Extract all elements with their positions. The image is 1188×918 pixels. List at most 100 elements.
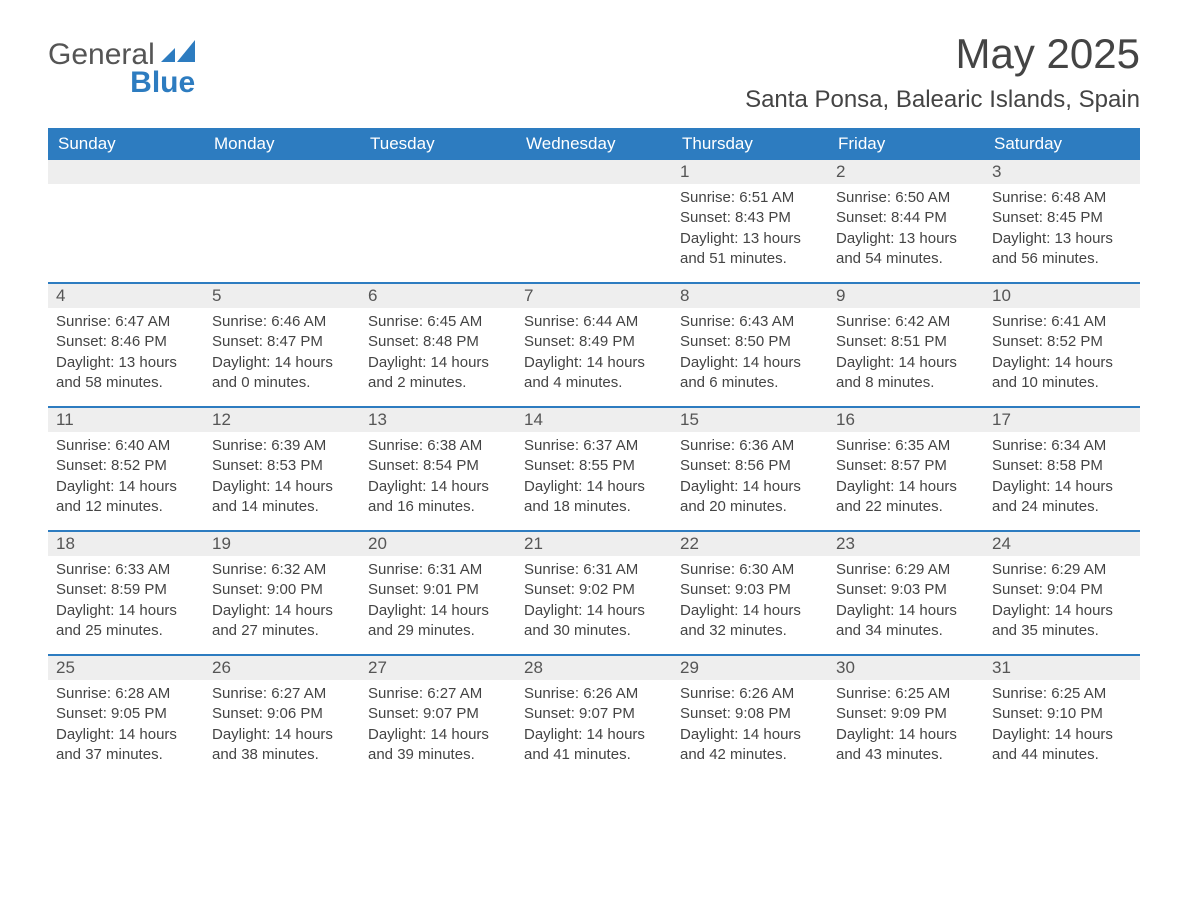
daylight-text: and 14 minutes. — [212, 497, 352, 517]
daylight-text: Daylight: 14 hours — [212, 725, 352, 745]
day-number: 4 — [48, 284, 204, 308]
sunset-text: Sunset: 9:03 PM — [836, 580, 976, 600]
calendar-cell: 24Sunrise: 6:29 AMSunset: 9:04 PMDayligh… — [984, 532, 1140, 654]
calendar-cell: 16Sunrise: 6:35 AMSunset: 8:57 PMDayligh… — [828, 408, 984, 530]
sunrise-text: Sunrise: 6:39 AM — [212, 436, 352, 456]
calendar-cell — [516, 160, 672, 282]
daylight-text: and 44 minutes. — [992, 745, 1132, 765]
sunset-text: Sunset: 8:48 PM — [368, 332, 508, 352]
cell-body: Sunrise: 6:26 AMSunset: 9:08 PMDaylight:… — [672, 680, 828, 775]
sunset-text: Sunset: 8:59 PM — [56, 580, 196, 600]
daylight-text: Daylight: 14 hours — [992, 601, 1132, 621]
daylight-text: Daylight: 14 hours — [524, 477, 664, 497]
sunset-text: Sunset: 9:03 PM — [680, 580, 820, 600]
cell-body: Sunrise: 6:30 AMSunset: 9:03 PMDaylight:… — [672, 556, 828, 651]
day-number: 15 — [672, 408, 828, 432]
day-number — [516, 160, 672, 184]
day-number: 12 — [204, 408, 360, 432]
calendar-cell — [204, 160, 360, 282]
dayname: Monday — [204, 128, 360, 160]
calendar-cell: 27Sunrise: 6:27 AMSunset: 9:07 PMDayligh… — [360, 656, 516, 778]
daylight-text: and 12 minutes. — [56, 497, 196, 517]
daylight-text: Daylight: 14 hours — [524, 353, 664, 373]
daylight-text: and 29 minutes. — [368, 621, 508, 641]
cell-body: Sunrise: 6:37 AMSunset: 8:55 PMDaylight:… — [516, 432, 672, 527]
daylight-text: Daylight: 13 hours — [836, 229, 976, 249]
sunset-text: Sunset: 8:52 PM — [56, 456, 196, 476]
sunset-text: Sunset: 9:10 PM — [992, 704, 1132, 724]
cell-body: Sunrise: 6:31 AMSunset: 9:02 PMDaylight:… — [516, 556, 672, 651]
sunrise-text: Sunrise: 6:47 AM — [56, 312, 196, 332]
sunrise-text: Sunrise: 6:25 AM — [992, 684, 1132, 704]
day-number: 2 — [828, 160, 984, 184]
cell-body: Sunrise: 6:47 AMSunset: 8:46 PMDaylight:… — [48, 308, 204, 403]
day-number — [360, 160, 516, 184]
calendar-cell: 15Sunrise: 6:36 AMSunset: 8:56 PMDayligh… — [672, 408, 828, 530]
cell-body: Sunrise: 6:39 AMSunset: 8:53 PMDaylight:… — [204, 432, 360, 527]
day-number: 22 — [672, 532, 828, 556]
dayname: Thursday — [672, 128, 828, 160]
sunrise-text: Sunrise: 6:46 AM — [212, 312, 352, 332]
dayname: Sunday — [48, 128, 204, 160]
daylight-text: Daylight: 14 hours — [368, 601, 508, 621]
sunset-text: Sunset: 9:04 PM — [992, 580, 1132, 600]
calendar-cell: 7Sunrise: 6:44 AMSunset: 8:49 PMDaylight… — [516, 284, 672, 406]
daylight-text: Daylight: 14 hours — [680, 601, 820, 621]
cell-body: Sunrise: 6:28 AMSunset: 9:05 PMDaylight:… — [48, 680, 204, 775]
calendar-cell: 10Sunrise: 6:41 AMSunset: 8:52 PMDayligh… — [984, 284, 1140, 406]
calendar-cell: 26Sunrise: 6:27 AMSunset: 9:06 PMDayligh… — [204, 656, 360, 778]
daylight-text: and 37 minutes. — [56, 745, 196, 765]
cell-body: Sunrise: 6:44 AMSunset: 8:49 PMDaylight:… — [516, 308, 672, 403]
cell-body: Sunrise: 6:32 AMSunset: 9:00 PMDaylight:… — [204, 556, 360, 651]
sunset-text: Sunset: 9:02 PM — [524, 580, 664, 600]
dayname: Saturday — [984, 128, 1140, 160]
cell-body: Sunrise: 6:41 AMSunset: 8:52 PMDaylight:… — [984, 308, 1140, 403]
daylight-text: and 41 minutes. — [524, 745, 664, 765]
daylight-text: and 35 minutes. — [992, 621, 1132, 641]
calendar-cell: 17Sunrise: 6:34 AMSunset: 8:58 PMDayligh… — [984, 408, 1140, 530]
daylight-text: Daylight: 14 hours — [680, 477, 820, 497]
cell-body: Sunrise: 6:36 AMSunset: 8:56 PMDaylight:… — [672, 432, 828, 527]
sunrise-text: Sunrise: 6:38 AM — [368, 436, 508, 456]
logo-icon — [161, 40, 195, 67]
calendar-cell: 5Sunrise: 6:46 AMSunset: 8:47 PMDaylight… — [204, 284, 360, 406]
logo: General Blue — [48, 30, 195, 98]
dayname: Tuesday — [360, 128, 516, 160]
location-text: Santa Ponsa, Balearic Islands, Spain — [745, 86, 1140, 114]
cell-body: Sunrise: 6:48 AMSunset: 8:45 PMDaylight:… — [984, 184, 1140, 279]
day-number — [48, 160, 204, 184]
sunset-text: Sunset: 9:06 PM — [212, 704, 352, 724]
day-number: 9 — [828, 284, 984, 308]
sunrise-text: Sunrise: 6:29 AM — [836, 560, 976, 580]
sunset-text: Sunset: 9:07 PM — [524, 704, 664, 724]
day-number: 19 — [204, 532, 360, 556]
sunrise-text: Sunrise: 6:36 AM — [680, 436, 820, 456]
sunrise-text: Sunrise: 6:50 AM — [836, 188, 976, 208]
daylight-text: and 34 minutes. — [836, 621, 976, 641]
logo-text-2: Blue — [48, 68, 195, 98]
sunrise-text: Sunrise: 6:28 AM — [56, 684, 196, 704]
sunrise-text: Sunrise: 6:32 AM — [212, 560, 352, 580]
dayname: Friday — [828, 128, 984, 160]
day-number: 11 — [48, 408, 204, 432]
cell-body: Sunrise: 6:45 AMSunset: 8:48 PMDaylight:… — [360, 308, 516, 403]
week-row: 18Sunrise: 6:33 AMSunset: 8:59 PMDayligh… — [48, 530, 1140, 654]
cell-body: Sunrise: 6:29 AMSunset: 9:04 PMDaylight:… — [984, 556, 1140, 651]
sunrise-text: Sunrise: 6:34 AM — [992, 436, 1132, 456]
title-block: May 2025 Santa Ponsa, Balearic Islands, … — [745, 30, 1140, 114]
day-number: 14 — [516, 408, 672, 432]
cell-body: Sunrise: 6:38 AMSunset: 8:54 PMDaylight:… — [360, 432, 516, 527]
calendar: SundayMondayTuesdayWednesdayThursdayFrid… — [48, 128, 1140, 778]
daylight-text: and 56 minutes. — [992, 249, 1132, 269]
daylight-text: and 58 minutes. — [56, 373, 196, 393]
cell-body: Sunrise: 6:31 AMSunset: 9:01 PMDaylight:… — [360, 556, 516, 651]
sunrise-text: Sunrise: 6:25 AM — [836, 684, 976, 704]
sunrise-text: Sunrise: 6:29 AM — [992, 560, 1132, 580]
daylight-text: and 43 minutes. — [836, 745, 976, 765]
sunrise-text: Sunrise: 6:45 AM — [368, 312, 508, 332]
daylight-text: Daylight: 14 hours — [836, 353, 976, 373]
sunset-text: Sunset: 8:54 PM — [368, 456, 508, 476]
sunrise-text: Sunrise: 6:26 AM — [680, 684, 820, 704]
day-number: 31 — [984, 656, 1140, 680]
calendar-cell: 2Sunrise: 6:50 AMSunset: 8:44 PMDaylight… — [828, 160, 984, 282]
